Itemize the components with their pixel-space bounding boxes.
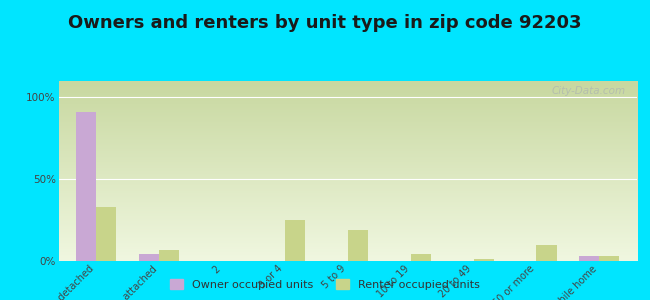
Bar [599,256,619,261]
Legend: Owner occupied units, Renter occupied units: Owner occupied units, Renter occupied un… [166,275,484,294]
Bar [473,260,493,261]
Text: City-Data.com: City-Data.com [551,86,625,96]
Bar [348,230,368,261]
Bar [139,254,159,261]
Bar [536,244,556,261]
Bar [579,256,599,261]
Bar [96,207,116,261]
Bar [76,112,96,261]
Bar [411,254,431,261]
Text: Owners and renters by unit type in zip code 92203: Owners and renters by unit type in zip c… [68,14,582,32]
Bar [285,220,305,261]
Bar [159,250,179,261]
